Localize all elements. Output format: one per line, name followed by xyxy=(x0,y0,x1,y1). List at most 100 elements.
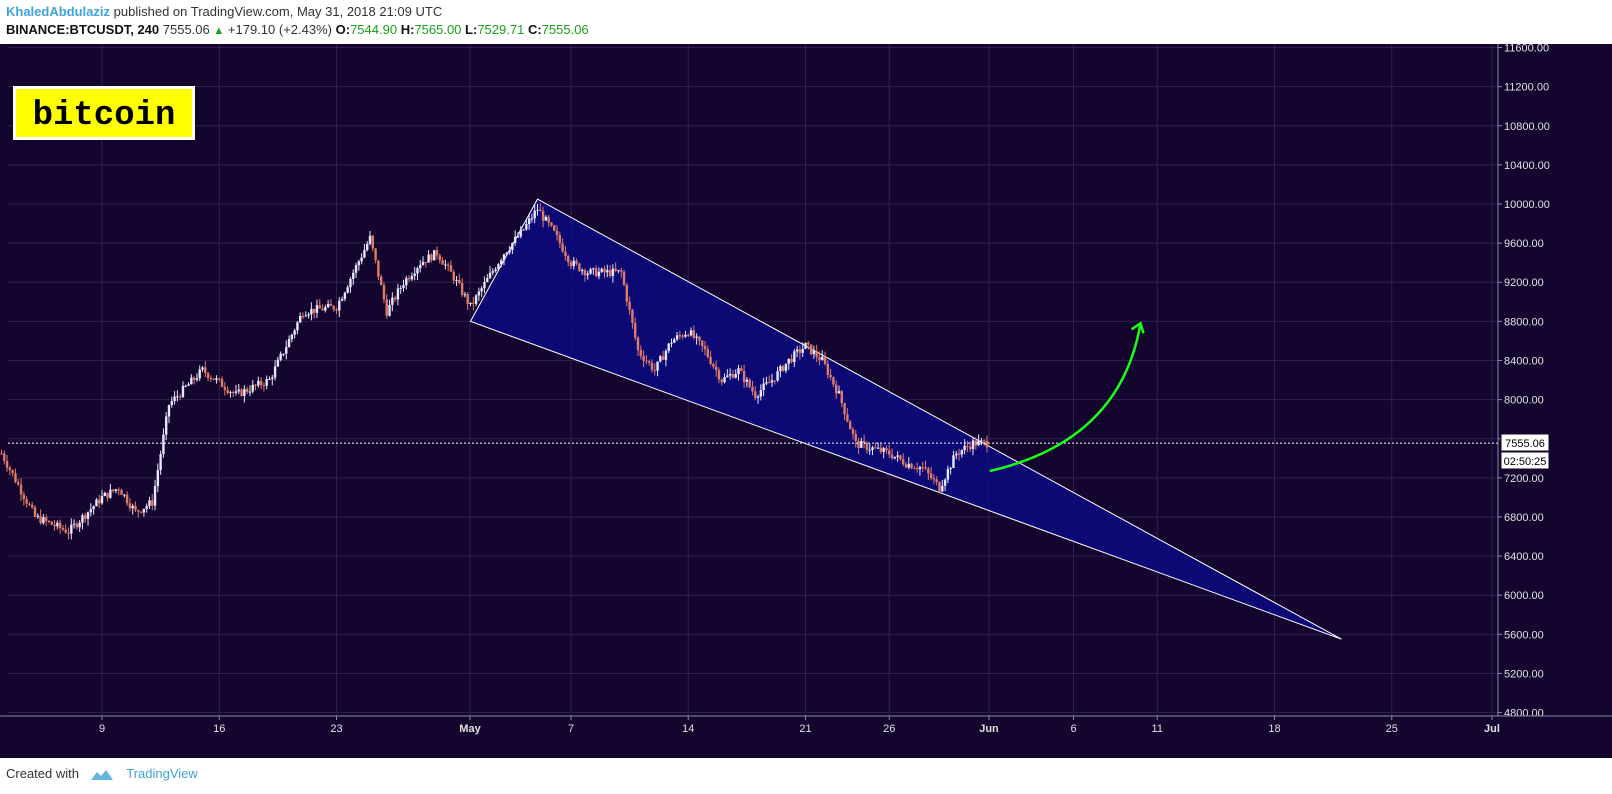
candle xyxy=(455,275,458,286)
candle xyxy=(5,454,9,472)
title-badge[interactable]: bitcoin xyxy=(13,86,195,140)
candle xyxy=(477,287,481,302)
candle xyxy=(36,513,39,519)
candle xyxy=(508,245,511,255)
candle xyxy=(357,259,361,271)
candle xyxy=(120,488,123,495)
candle xyxy=(553,224,556,232)
low-value: 7529.71 xyxy=(477,22,525,37)
candle xyxy=(564,245,567,261)
candle xyxy=(798,345,802,360)
price-chart[interactable]: 11600.00 11200.00 10800.00 10400.00 10000.00… xyxy=(0,44,1612,758)
symbol-line: BINANCE:BTCUSDT, 240 7555.06 ▲ +179.10 (… xyxy=(6,22,589,37)
candle xyxy=(335,307,338,314)
open-value: 7544.90 xyxy=(350,22,398,37)
candle xyxy=(751,380,754,396)
candle xyxy=(111,489,115,493)
candle xyxy=(338,297,341,318)
candle xyxy=(463,291,467,298)
candle xyxy=(904,462,908,469)
candle xyxy=(809,344,813,356)
candle xyxy=(366,241,369,252)
candle xyxy=(910,462,913,470)
candle xyxy=(720,378,723,386)
candle xyxy=(823,351,827,366)
candle xyxy=(701,340,704,352)
candle xyxy=(745,377,749,388)
candle xyxy=(209,375,213,383)
price-tick-label: 10000.00 xyxy=(1504,199,1550,211)
candle xyxy=(533,204,536,224)
author-name[interactable]: KhaledAbdulaziz xyxy=(6,4,111,19)
candle xyxy=(893,456,897,460)
candle xyxy=(391,292,394,312)
candle xyxy=(885,445,888,454)
candle xyxy=(896,451,899,462)
candle xyxy=(851,427,855,440)
candle xyxy=(192,376,196,385)
candle xyxy=(935,476,938,486)
candle xyxy=(567,254,570,267)
candle xyxy=(187,382,190,386)
candle xyxy=(42,514,45,525)
candle xyxy=(848,420,852,430)
price-tick-label: 11200.00 xyxy=(1504,82,1549,94)
candle xyxy=(379,274,383,286)
candle xyxy=(862,434,866,449)
candle xyxy=(929,466,933,481)
candle xyxy=(388,299,391,317)
candle xyxy=(421,256,425,266)
candle xyxy=(952,450,955,469)
candle xyxy=(795,345,799,358)
candle xyxy=(946,465,950,484)
candle xyxy=(653,363,656,376)
up-arrow-annotation[interactable] xyxy=(989,323,1142,473)
candle xyxy=(441,256,444,265)
candle xyxy=(307,312,310,319)
candle xyxy=(963,439,966,455)
candle xyxy=(190,374,193,385)
price-tick-label: 8400.00 xyxy=(1504,355,1544,367)
candle xyxy=(687,333,690,338)
tradingview-brand[interactable]: TradingView xyxy=(126,766,198,781)
candle xyxy=(525,219,528,231)
symbol-label[interactable]: BINANCE:BTCUSDT, 240 xyxy=(6,22,160,37)
candle xyxy=(840,390,843,408)
candle xyxy=(617,270,620,274)
candle xyxy=(237,384,240,395)
candle xyxy=(452,269,455,285)
candle xyxy=(547,214,550,228)
candle xyxy=(932,474,936,485)
candle xyxy=(483,276,486,294)
chart-title: bitcoin xyxy=(33,97,176,135)
candle xyxy=(458,273,461,285)
candle xyxy=(717,367,721,384)
candle xyxy=(589,267,592,275)
candle xyxy=(650,359,654,373)
candle xyxy=(165,412,168,441)
candle xyxy=(709,350,712,366)
candle xyxy=(818,351,821,366)
candle xyxy=(572,256,575,270)
time-tick-label: Jun xyxy=(979,723,999,735)
candle xyxy=(215,375,218,384)
candle xyxy=(268,376,271,381)
time-tick-label: 21 xyxy=(799,723,811,735)
candle xyxy=(723,373,726,384)
price-axis[interactable]: 11600.00 11200.00 10800.00 10400.00 10000.00… xyxy=(1497,44,1612,758)
candle xyxy=(173,391,176,405)
candle xyxy=(500,258,503,268)
candle xyxy=(742,364,746,388)
candle xyxy=(924,460,927,471)
time-axis[interactable]: 9 16 23 May 7 14 21 26 Jun 6 11 18 25 Jul xyxy=(0,715,1612,735)
candle xyxy=(346,285,349,294)
candle xyxy=(731,369,735,379)
candle xyxy=(312,308,316,319)
candle xyxy=(740,365,743,372)
candle xyxy=(698,335,701,346)
candle xyxy=(139,511,143,514)
candle xyxy=(416,266,419,281)
candle xyxy=(374,247,377,264)
candle xyxy=(857,437,860,455)
candle xyxy=(854,430,857,448)
